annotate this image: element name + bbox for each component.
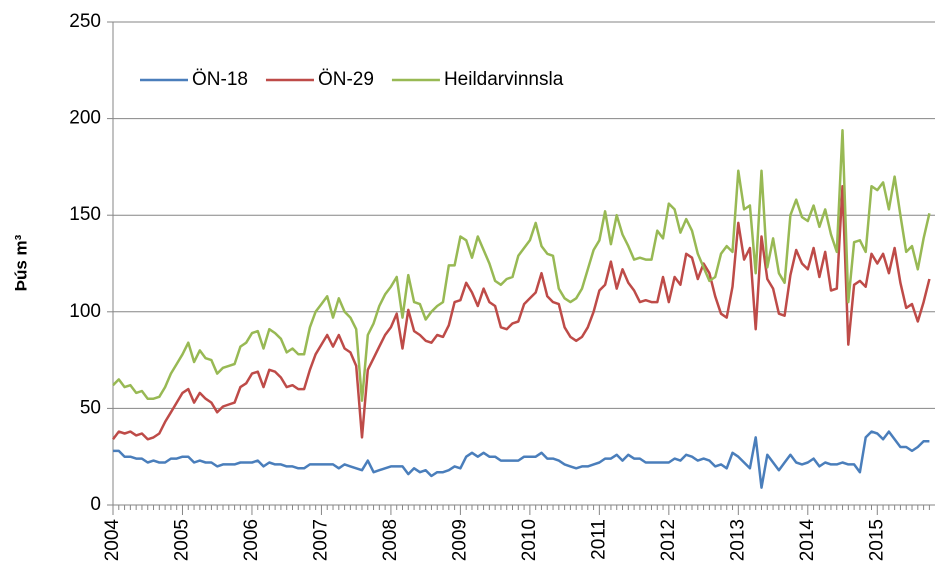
x-tick-label: 2012 [658,519,679,561]
x-tick-label: 2004 [102,519,123,562]
y-tick-label: 200 [69,108,101,129]
series-line [113,430,930,489]
y-tick-label: 150 [69,204,101,225]
legend-label: ÖN-29 [318,69,374,90]
y-tick-label: 50 [80,397,101,418]
x-tick-label: 2005 [171,519,192,561]
x-tick-label: 2015 [866,519,887,561]
x-tick-label: 2007 [310,519,331,561]
y-axis-label: Þús m³ [11,234,30,291]
legend-label: ÖN-18 [192,69,248,90]
series-line [112,184,931,441]
x-tick-label: 2013 [727,519,748,561]
y-tick-label: 100 [69,301,101,322]
y-tick-label: 0 [90,494,101,515]
x-tick-label: 2008 [380,519,401,561]
legend-label: Heildarvinnsla [444,69,564,90]
x-tick-label: 2009 [449,519,470,561]
series-line [112,128,931,402]
x-tick-label: 2010 [519,519,540,561]
x-tick-label: 2006 [241,519,262,561]
y-tick-label: 250 [69,11,101,32]
x-tick-label: 2011 [588,519,609,560]
x-tick-label: 2014 [797,519,818,562]
